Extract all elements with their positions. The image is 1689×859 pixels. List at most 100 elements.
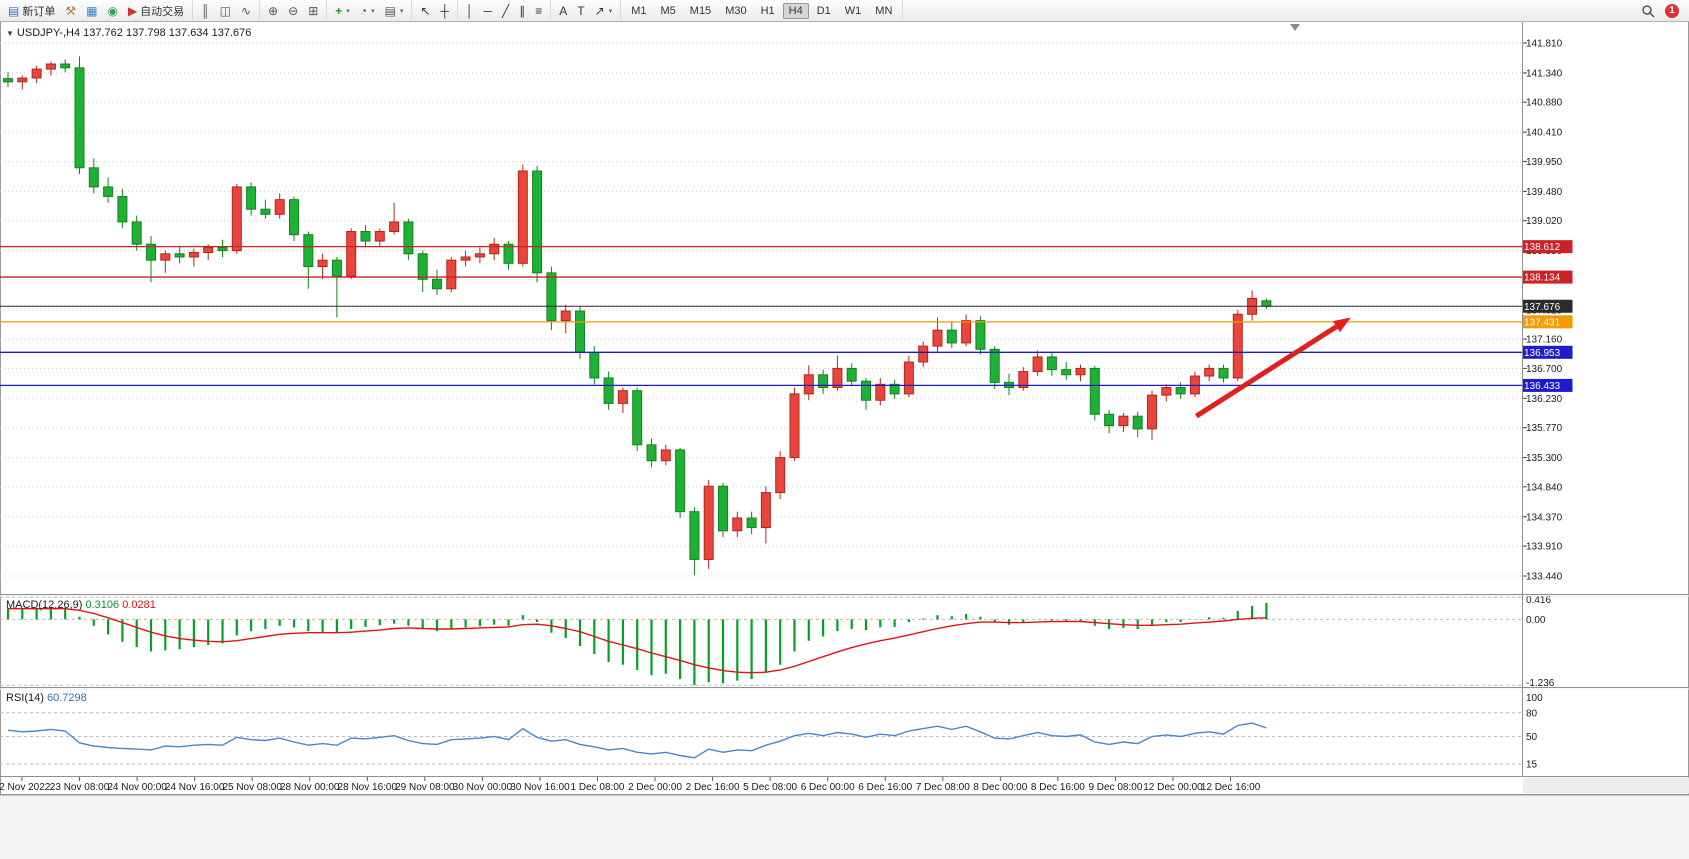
candle-body (603, 377, 614, 404)
chart-title-text: USDJPY-,H4 137.762 137.798 137.634 137.6… (16, 27, 252, 39)
arrows-button[interactable]: ↗ ▾ (590, 3, 618, 19)
rsi-axis-label: 15 (1526, 760, 1538, 771)
price-axis-label: 133.440 (1526, 572, 1563, 583)
zoom-in-button[interactable]: ⊕ (263, 3, 283, 19)
timeframe-m1[interactable]: M1 (631, 4, 647, 17)
timeframe-h1[interactable]: H1 (760, 4, 775, 17)
candle-body (45, 63, 56, 70)
status-strip (0, 795, 1689, 859)
price-badge-label: 137.676 (1524, 302, 1561, 313)
panel-separators (0, 21, 1689, 794)
tile-windows-button[interactable]: ⊞ (303, 3, 323, 19)
auto-trading-button[interactable]: ▶ 自动交易 (123, 1, 189, 21)
text-button[interactable]: A (554, 3, 572, 19)
price-axis-label: 139.020 (1526, 216, 1563, 227)
search-icon[interactable] (1641, 4, 1655, 18)
chevron-down-icon: ▾ (371, 7, 375, 15)
cursor-button[interactable]: ↖ (415, 3, 435, 19)
crosshair-button[interactable]: ┼ (436, 3, 455, 19)
candle-body (203, 246, 214, 254)
text-label-button[interactable]: T (572, 3, 589, 19)
price-badge (1522, 299, 1573, 313)
candle-body (889, 383, 900, 395)
new-order-button[interactable]: ▤ 新订单 (3, 1, 60, 21)
candle-body (274, 199, 285, 215)
timeframe-h4[interactable]: H4 (782, 2, 809, 19)
price-axis-label: 139.480 (1526, 187, 1563, 198)
zoom-out-icon: ⊖ (288, 3, 299, 18)
bar-chart-button[interactable]: ║ (196, 3, 215, 19)
horizontal-line-button[interactable]: ─ (479, 3, 498, 19)
candle-body (732, 517, 743, 532)
candle-body (646, 444, 657, 462)
candle-body (617, 390, 628, 404)
label-icon: T (577, 3, 585, 18)
candle-body (246, 186, 257, 210)
timeframe-mn[interactable]: MN (875, 4, 893, 17)
time-axis-label: 5 Dec 08:00 (743, 782, 797, 793)
horizontal-lines[interactable] (0, 245, 1522, 387)
fibonacci-button[interactable]: ≡ (530, 3, 547, 19)
price-axis-label: 136.230 (1526, 394, 1563, 405)
time-axis-label: 25 Nov 08:00 (222, 782, 282, 793)
rsi-axis-label: 50 (1526, 732, 1538, 743)
toolbar-group: ⊕ ⊖ ⊞ (260, 0, 328, 21)
candle-body (160, 253, 171, 261)
timeframe-m15[interactable]: M15 (689, 4, 712, 17)
timeframe-m5[interactable]: M5 (660, 4, 676, 17)
new-chart-button[interactable]: ▦ (81, 3, 102, 19)
hline-icon: ─ (483, 3, 493, 18)
equidistant-channel-button[interactable]: ∥ (514, 3, 530, 19)
template-icon: ▤ (384, 3, 396, 18)
chart-window-icon: ▦ (86, 3, 98, 18)
candle-body (1132, 415, 1143, 430)
indicators-button[interactable]: + ▾ (330, 3, 355, 19)
price-axis-label: 133.910 (1526, 542, 1563, 553)
templates-button[interactable]: ▤ ▾ (380, 3, 409, 19)
arrows-icon: ↗ (594, 3, 605, 18)
candle-body (546, 272, 557, 322)
candle-body (88, 167, 99, 188)
candle-body (1104, 413, 1115, 427)
chevron-down-icon: ▾ (399, 7, 404, 15)
timeframe-d1[interactable]: D1 (816, 4, 831, 17)
macd-axis-label: -1.236 (1526, 678, 1555, 689)
time-axis-label: 22 Nov 2022 (0, 782, 51, 793)
timeframe-w1[interactable]: W1 (844, 4, 862, 17)
periods-button[interactable]: ◔ ▾ (355, 3, 380, 19)
candle-body (1046, 356, 1057, 371)
candlestick-chart-button[interactable]: ◫ (215, 3, 236, 19)
timeframe-m30[interactable]: M30 (725, 4, 747, 17)
text-icon: A (559, 3, 568, 18)
candle-body (3, 78, 13, 83)
indicators-icon: + (335, 3, 343, 18)
price-axis-label: 141.810 (1526, 39, 1563, 50)
candle-body (689, 511, 700, 560)
price-badge-label: 137.431 (1524, 317, 1561, 328)
trendline-button[interactable]: ╱ (497, 3, 514, 19)
notification-badge[interactable]: 1 (1665, 3, 1679, 18)
vertical-line-button[interactable]: │ (461, 3, 479, 19)
candle-body (746, 517, 757, 529)
time-axis-label: 28 Nov 00:00 (280, 782, 340, 793)
profiles-button[interactable]: ◉ (102, 3, 122, 19)
candle-body (74, 67, 85, 169)
candle-body (60, 63, 71, 69)
zoom-out-button[interactable]: ⊖ (283, 3, 303, 19)
candle-body (961, 320, 972, 344)
trend-arrow[interactable] (1194, 317, 1351, 419)
candle-body (117, 195, 128, 223)
macd-signal-line (8, 608, 1267, 674)
price-axis[interactable]: 141.810 141.340 140.880 140.410 139.950 139.4… (1522, 39, 1563, 583)
price-badge (1522, 378, 1573, 392)
macd-params: MACD(12,26,9) (6, 599, 83, 611)
chart-title-expand-button[interactable]: ▼ (6, 29, 14, 38)
line-chart-button[interactable]: ∿ (236, 3, 256, 19)
tools-button[interactable]: ⚒ (60, 3, 81, 19)
toolbar-group: │ ─ ╱ ∥ ≡ (458, 0, 552, 21)
toolbar-group: ↖ ┼ (412, 0, 459, 21)
candle-body (360, 230, 371, 242)
rsi-axis-label: 80 (1526, 708, 1538, 719)
